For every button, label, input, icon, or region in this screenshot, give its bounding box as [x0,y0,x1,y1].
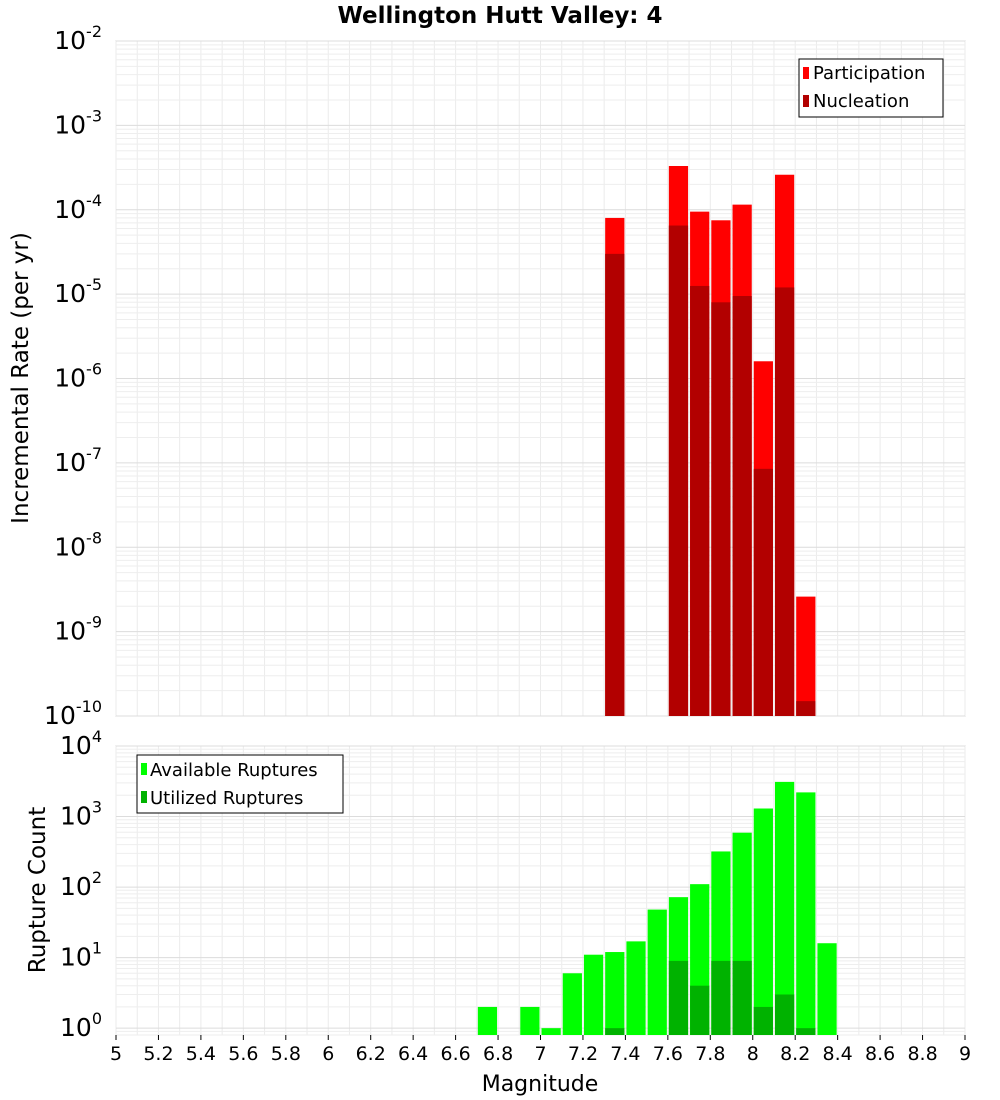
bottom-bar-utilized-ruptures [753,1006,773,1035]
top-y-ticks: 10-10 10-9 10-8 10-7 10-6 10-5 10-4 10-3 10-2 [44,22,102,730]
x-tick-label: 7.4 [610,1043,640,1065]
bottom-y-tick-label: 101 [60,939,102,972]
top-y-tick-label: 10-6 [54,360,102,393]
x-tick-label: 5 [110,1043,122,1065]
participation-swatch [803,67,809,79]
bottom-bar-available-ruptures [817,943,837,1035]
x-tick-label: 7.8 [695,1043,725,1065]
nucleation-legend-label: Nucleation [813,91,909,112]
top-bar-participation [796,596,816,716]
top-y-tick-label: 10-9 [54,613,102,646]
x-tick-label: 8.6 [865,1043,895,1065]
bottom-bar-utilized-ruptures [605,1028,625,1035]
top-bar-nucleation [605,253,625,716]
bottom-bar-available-ruptures [647,909,667,1035]
x-axis-label: Magnitude [482,1072,599,1097]
x-tick-label: 5.8 [271,1043,301,1065]
top-y-tick-label: 10-8 [54,528,102,561]
x-axis: 5 5.2 5.4 5.6 5.8 6 6.2 6.4 6.6 6.8 7 7.2 7.4 7.6 7.8 8… [110,1035,971,1065]
x-tick-label: 6.2 [356,1043,386,1065]
top-y-tick-label: 10-2 [54,22,102,55]
bottom-bar-available-ruptures [626,941,646,1035]
bottom-bar-available-ruptures [796,792,816,1035]
rupture-count-panel: 100 101 102 103 104 Rupture Count Available … [25,727,966,1042]
bottom-bar-available-ruptures [605,952,625,1035]
available-legend-label: Available Ruptures [150,760,318,781]
bottom-y-tick-label: 103 [60,798,102,831]
x-tick-label: 6.8 [483,1043,513,1065]
top-y-tick-label: 10-7 [54,444,102,477]
top-legend: Participation Nucleation [798,58,944,118]
top-grid [115,40,966,717]
x-tick-label: 7 [534,1043,546,1065]
utilized-legend-label: Utilized Ruptures [150,788,303,809]
top-legend-box [798,58,944,118]
available-swatch [141,763,147,775]
bottom-bar-utilized-ruptures [711,960,731,1035]
utilized-swatch [141,791,147,803]
bottom-bar-utilized-ruptures [796,1028,816,1035]
top-bar-nucleation [732,296,752,716]
x-tick-label: 8.4 [823,1043,853,1065]
bottom-bar-available-ruptures [477,1006,498,1035]
participation-legend-label: Participation [813,63,925,84]
bottom-bar-available-ruptures [562,973,582,1035]
top-y-tick-label: 10-4 [54,191,102,224]
bottom-bar-utilized-ruptures [668,960,689,1035]
bottom-legend-box [136,754,344,814]
x-tick-label: 9 [959,1043,971,1065]
bottom-bar-available-ruptures [753,808,773,1035]
x-tick-label: 8 [747,1043,759,1065]
bottom-bar-available-ruptures [774,781,795,1035]
bottom-y-axis-label: Rupture Count [25,807,51,973]
top-bar-nucleation [774,287,795,716]
bottom-bar-available-ruptures [541,1028,561,1035]
chart-title: Wellington Hutt Valley: 4 [337,3,662,29]
bottom-bar-available-ruptures [583,954,604,1035]
top-bars [605,166,816,717]
participation-panel: 10-10 10-9 10-8 10-7 10-6 10-5 10-4 10-3 10-2 In… [8,22,966,730]
x-tick-label: 6.4 [398,1043,428,1065]
bottom-y-tick-label: 104 [60,727,102,760]
top-y-tick-label: 10-10 [44,697,102,730]
top-bar-nucleation [668,225,689,716]
top-y-axis-label: Incremental Rate (per yr) [8,232,34,524]
x-tick-label: 5.4 [186,1043,216,1065]
x-tick-label: 6.6 [440,1043,470,1065]
x-tick-label: 5.2 [143,1043,173,1065]
top-bar-nucleation [690,285,710,716]
top-bar-nucleation [796,701,816,716]
top-y-tick-label: 10-5 [54,275,102,308]
x-tick-label: 7.2 [568,1043,598,1065]
bottom-y-tick-label: 102 [60,868,102,901]
bottom-legend: Available Ruptures Utilized Ruptures [136,754,344,814]
bottom-y-tick-label: 100 [60,1009,102,1042]
bottom-bar-available-ruptures [520,1006,540,1035]
x-tick-label: 7.6 [653,1043,683,1065]
top-y-tick-label: 10-3 [54,106,102,139]
bottom-y-ticks: 100 101 102 103 104 [60,727,102,1042]
x-tick-label: 8.8 [907,1043,937,1065]
x-tick-label: 8.2 [780,1043,810,1065]
bottom-bars [477,781,837,1035]
bottom-bar-utilized-ruptures [774,994,795,1035]
top-bar-nucleation [711,302,731,716]
top-bar-nucleation [753,468,773,716]
bottom-bar-utilized-ruptures [690,985,710,1035]
x-tick-label: 6 [322,1043,334,1065]
bottom-bar-utilized-ruptures [732,960,752,1035]
x-tick-label: 5.6 [228,1043,258,1065]
nucleation-swatch [803,95,809,107]
